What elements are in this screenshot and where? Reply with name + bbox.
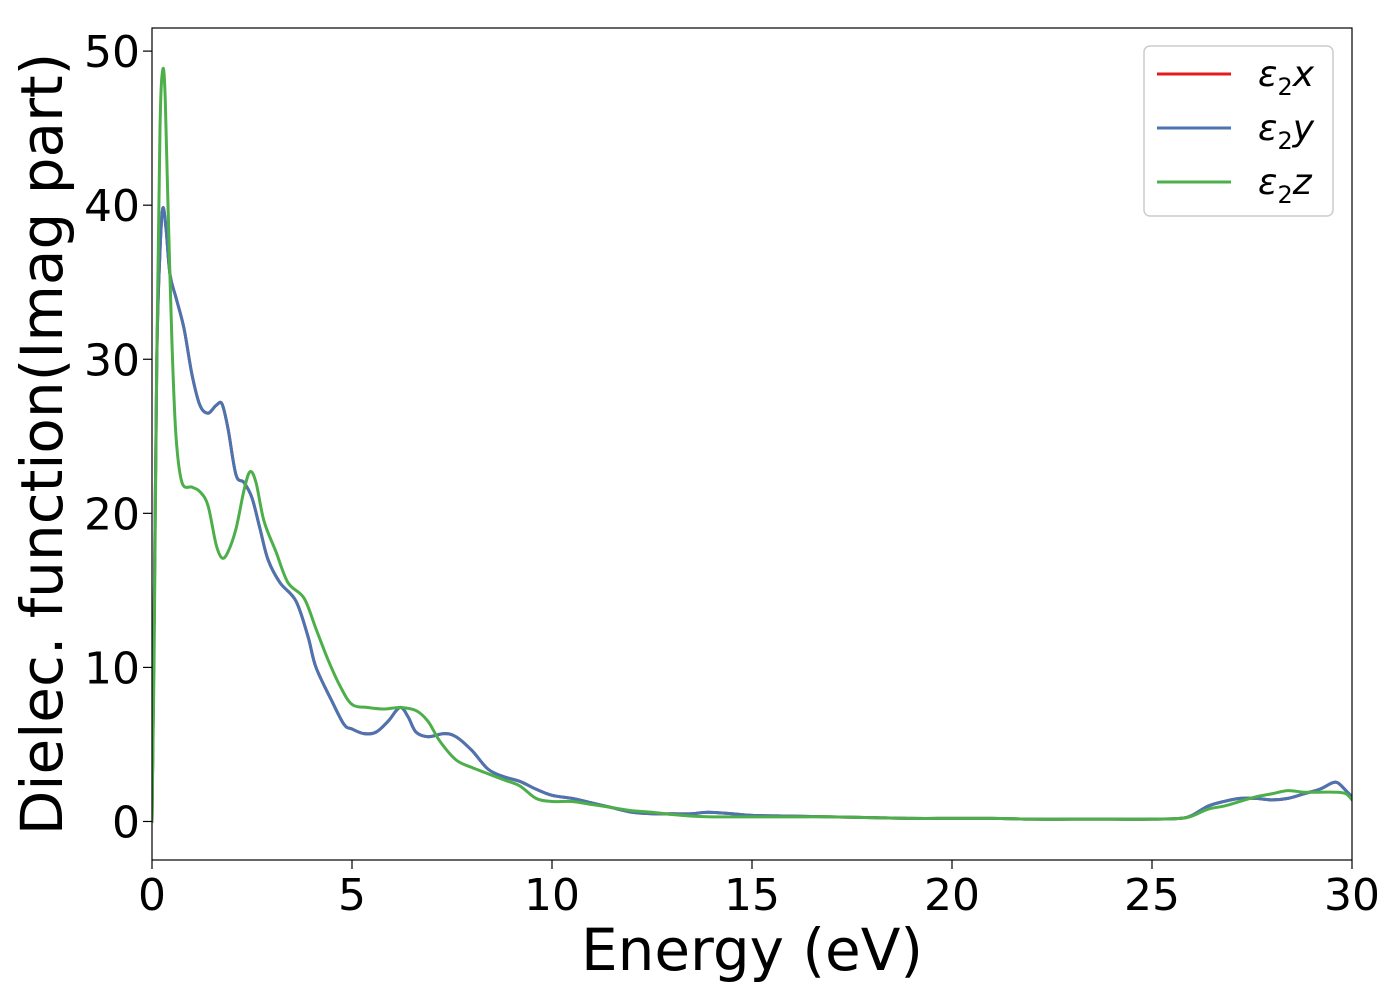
x-axis: 0 5 10 15 20 25 30 [138,860,1380,921]
legend: ε2x ε2y ε2z [1143,45,1334,217]
legend-label-z: ε2z [1258,162,1313,209]
x-tick-label: 25 [1124,870,1180,921]
x-tick-label: 30 [1324,870,1380,921]
y-axis-label: Dielec. function(Imag part) [8,53,76,836]
y-tick-label: 50 [84,27,140,78]
x-tick-label: 0 [138,870,166,921]
x-tick-label: 5 [338,870,366,921]
legend-label-y: ε2y [1258,108,1315,155]
y-tick-label: 40 [84,181,140,232]
x-tick-label: 10 [524,870,580,921]
x-tick-label: 15 [724,870,780,921]
y-tick-label: 30 [84,335,140,386]
y-tick-label: 20 [84,489,140,540]
series-line-z [152,66,1352,823]
y-tick-label: 10 [84,643,140,694]
x-tick-label: 20 [924,870,980,921]
y-axis: 0 10 20 30 40 50 [84,27,152,848]
legend-label-x: ε2x [1258,54,1315,101]
series-layer [152,66,1352,823]
legend-box [1143,45,1334,217]
y-tick-label: 0 [112,797,140,848]
x-axis-label: Energy (eV) [581,916,923,984]
